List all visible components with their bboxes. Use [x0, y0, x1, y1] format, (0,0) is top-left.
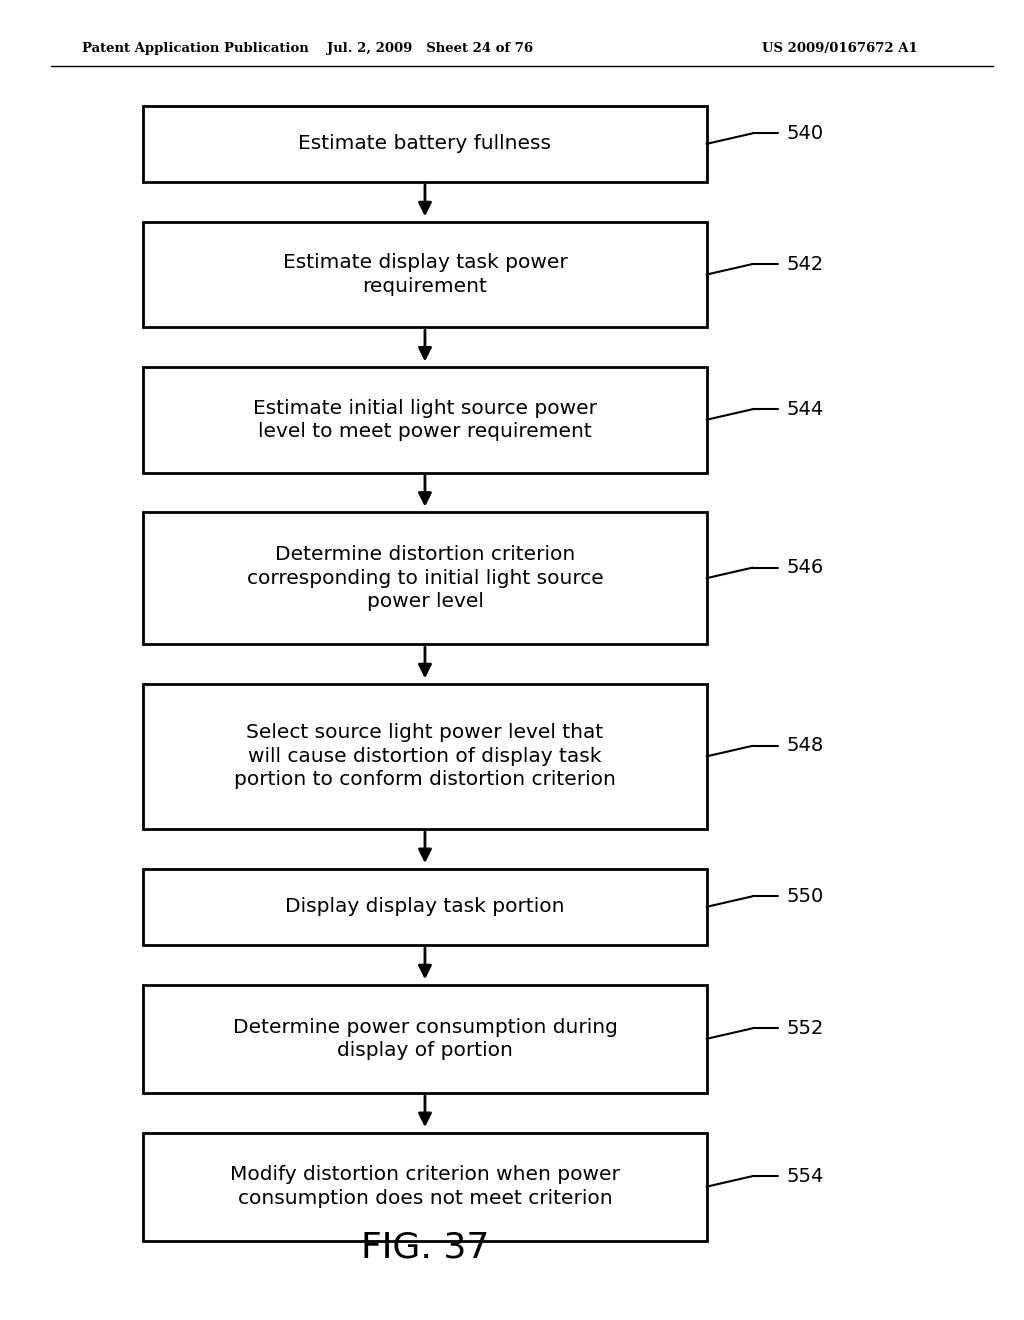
Text: Display display task portion: Display display task portion: [286, 898, 564, 916]
Text: 542: 542: [786, 255, 823, 273]
Bar: [143, 1133, 707, 1241]
Bar: [143, 106, 707, 182]
Text: Determine distortion criterion
corresponding to initial light source
power level: Determine distortion criterion correspon…: [247, 545, 603, 611]
Text: 546: 546: [786, 558, 823, 577]
Text: Estimate initial light source power
level to meet power requirement: Estimate initial light source power leve…: [253, 399, 597, 441]
Text: Patent Application Publication: Patent Application Publication: [82, 42, 308, 54]
Text: 550: 550: [786, 887, 823, 906]
Text: 544: 544: [786, 400, 823, 418]
Text: Determine power consumption during
display of portion: Determine power consumption during displ…: [232, 1018, 617, 1060]
Bar: [143, 367, 707, 473]
Text: Jul. 2, 2009   Sheet 24 of 76: Jul. 2, 2009 Sheet 24 of 76: [327, 42, 534, 54]
Text: Estimate battery fullness: Estimate battery fullness: [298, 135, 552, 153]
Text: Select source light power level that
will cause distortion of display task
porti: Select source light power level that wil…: [234, 723, 615, 789]
Text: Estimate display task power
requirement: Estimate display task power requirement: [283, 253, 567, 296]
Bar: [143, 684, 707, 829]
Text: FIG. 37: FIG. 37: [360, 1230, 489, 1265]
Text: US 2009/0167672 A1: US 2009/0167672 A1: [762, 42, 918, 54]
Text: 548: 548: [786, 737, 823, 755]
Bar: [143, 869, 707, 945]
Text: 554: 554: [786, 1167, 823, 1185]
Text: 540: 540: [786, 124, 823, 143]
Bar: [143, 985, 707, 1093]
Bar: [143, 512, 707, 644]
Text: Modify distortion criterion when power
consumption does not meet criterion: Modify distortion criterion when power c…: [230, 1166, 620, 1208]
Text: 552: 552: [786, 1019, 823, 1038]
Bar: [143, 222, 707, 327]
